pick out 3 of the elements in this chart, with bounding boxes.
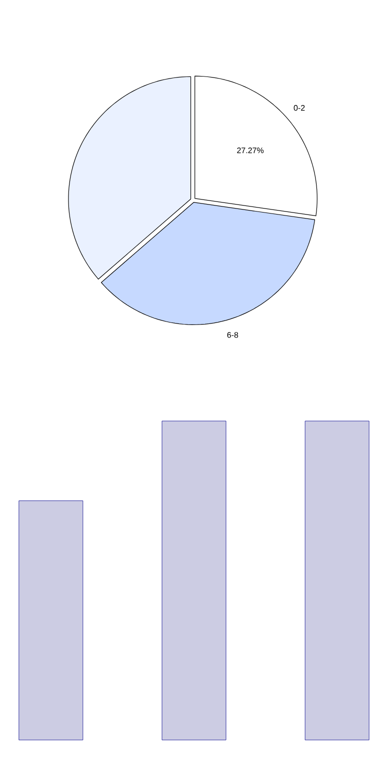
- slice-label: 6-8: [227, 332, 238, 338]
- data-label: 27.27%: [237, 148, 264, 154]
- slice-label: 0-2: [294, 105, 305, 111]
